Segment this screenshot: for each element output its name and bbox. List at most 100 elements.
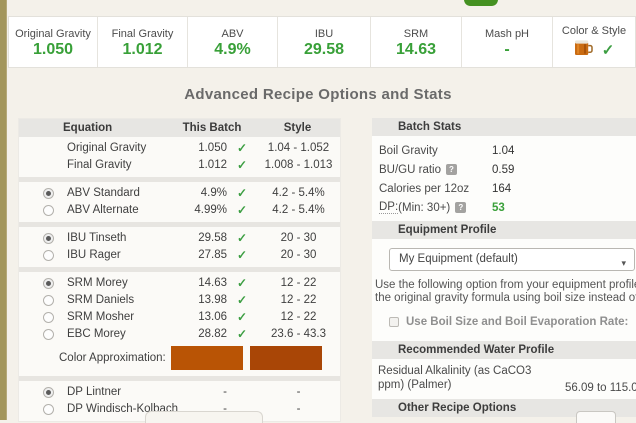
table-row-ibu-tinseth: IBU Tinseth 29.58 ✓ 20 - 30 [19,230,340,247]
stat-row-value: 53 [492,201,505,214]
help-icon[interactable]: ? [455,202,467,213]
column-header-style: Style [283,122,312,134]
stat-row-diastatic-power: DP: (Min: 30+)? 53 [372,198,636,217]
recipe-stat-bar: Original Gravity 1.050 Final Gravity 1.0… [8,16,636,68]
table-row-ebc-morey: EBC Morey 28.82 ✓ 23.6 - 43.3 [19,326,340,343]
batch-value: 14.63 [198,277,227,289]
boil-size-checkbox-label: Use Boil Size and Boil Evaporation Rate: [406,316,629,328]
stat-label: Original Gravity [15,27,91,40]
equation-label: SRM Morey [67,277,128,289]
water-profile-header: Recommended Water Profile [372,341,636,359]
style-range: 4.2 - 5.4% [272,204,325,216]
stat-abv: ABV 4.9% [188,17,278,67]
style-range: 4.2 - 5.4% [272,187,325,199]
other-recipe-options-header: Other Recipe Options [372,399,636,417]
stat-row-label: Calories per 12oz [379,182,470,195]
batch-value: 1.012 [198,159,227,171]
batch-value: 4.99% [194,204,227,216]
table-group-separator [19,222,340,227]
stat-label: Mash pH [484,27,530,40]
residual-alkalinity-row: Residual Alkalinity (as CaCO3 ppm) (Palm… [372,362,636,399]
green-button-partial[interactable] [464,0,498,6]
table-row-abv-standard: ABV Standard 4.9% ✓ 4.2 - 5.4% [19,185,340,202]
table-group-separator [19,177,340,182]
batch-value: 1.050 [198,142,227,154]
stat-value: 1.050 [32,40,74,58]
radio-abv-standard[interactable] [43,188,54,199]
table-row-ibu-rager: IBU Rager 27.85 ✓ 20 - 30 [19,247,340,264]
boil-size-checkbox[interactable] [389,317,399,327]
stat-label: ABV [221,27,244,40]
equation-table-header: Equation This Batch Style [19,119,340,137]
equation-label: Final Gravity [67,159,132,171]
radio-dp-lintner[interactable] [43,387,54,398]
table-group-separator [19,376,340,381]
stat-label: SRM [403,27,429,40]
check-icon: ✓ [236,141,248,155]
color-swatch-this-batch [171,346,243,370]
style-range: - [296,386,301,398]
style-range: 12 - 22 [280,277,317,289]
table-row-dp-lintner: DP Lintner - - [19,384,340,401]
stat-value: 29.58 [303,40,345,58]
check-icon: ✓ [236,293,248,307]
stat-ibu: IBU 29.58 [278,17,371,67]
table-row-srm-morey: SRM Morey 14.63 ✓ 12 - 22 [19,275,340,292]
stat-value: - [504,40,510,58]
radio-srm-morey[interactable] [43,278,54,289]
equation-label: Original Gravity [67,142,147,154]
color-approximation-label: Color Approximation: [59,352,166,364]
equipment-profile-select[interactable]: My Equipment (default) ▾ [389,248,635,271]
stat-row-value: 0.59 [492,163,515,176]
help-icon[interactable]: ? [446,164,457,175]
batch-value: 29.58 [198,232,227,244]
stat-label: IBU [314,27,334,40]
stat-value: 4.9% [214,40,251,58]
stat-color-style: Color & Style ✓ [553,17,635,67]
stat-row-calories: Calories per 12oz 164 [372,179,636,198]
equipment-description: Use the following option from your equip… [375,279,636,304]
equation-label: ABV Alternate [67,204,139,216]
check-icon: ✓ [236,186,248,200]
stat-label: Final Gravity [111,27,174,40]
batch-value: 13.06 [198,311,227,323]
stat-original-gravity: Original Gravity 1.050 [9,17,98,67]
style-range: 12 - 22 [280,294,317,306]
equipment-description-line1: Use the following option from your equip… [375,279,636,291]
bottom-left-partial-tab[interactable] [145,411,263,423]
table-group-separator [19,267,340,272]
equipment-profile-selected-value: My Equipment (default) [399,253,518,265]
check-icon: ✓ [236,231,248,245]
table-row-abv-alternate: ABV Alternate 4.99% ✓ 4.2 - 5.4% [19,202,340,219]
color-approximation-row: Color Approximation: [19,343,340,373]
table-row-srm-mosher: SRM Mosher 13.06 ✓ 12 - 22 [19,309,340,326]
check-icon [227,384,257,401]
stat-mash-ph: Mash pH - [462,17,553,67]
stat-row-bugu-ratio: BU/GU ratio? 0.59 [372,160,636,179]
style-range: 1.008 - 1.013 [264,159,333,171]
style-range: - [296,403,301,415]
radio-ebc-morey[interactable] [43,329,54,340]
style-range: 20 - 30 [280,249,317,261]
radio-srm-daniels[interactable] [43,295,54,306]
batch-stats-header: Batch Stats [372,118,636,136]
radio-ibu-tinseth[interactable] [43,233,54,244]
stat-value: 1.012 [122,40,163,58]
table-row-srm-daniels: SRM Daniels 13.98 ✓ 12 - 22 [19,292,340,309]
radio-dp-windisch[interactable] [43,404,54,415]
stat-row-label: (Min: 30+) [398,201,451,214]
batch-value: 27.85 [198,249,227,261]
page-left-border [0,0,7,420]
stats-side-panel: Batch Stats Boil Gravity 1.04 BU/GU rati… [372,118,636,417]
check-icon: ✓ [236,310,248,324]
bottom-right-partial-control[interactable] [576,411,616,423]
check-icon: ✓ [236,276,248,290]
stat-value: 14.63 [395,40,437,58]
column-header-this-batch: This Batch [182,122,242,134]
radio-ibu-rager[interactable] [43,250,54,261]
radio-srm-mosher[interactable] [43,312,54,323]
equipment-profile-header: Equipment Profile [372,221,636,239]
check-icon: ✓ [236,248,248,262]
style-range: 12 - 22 [280,311,317,323]
radio-abv-alternate[interactable] [43,205,54,216]
